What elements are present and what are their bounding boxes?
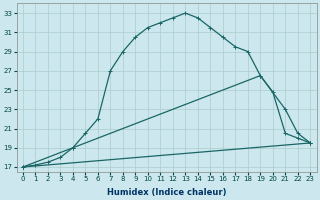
- X-axis label: Humidex (Indice chaleur): Humidex (Indice chaleur): [107, 188, 226, 197]
